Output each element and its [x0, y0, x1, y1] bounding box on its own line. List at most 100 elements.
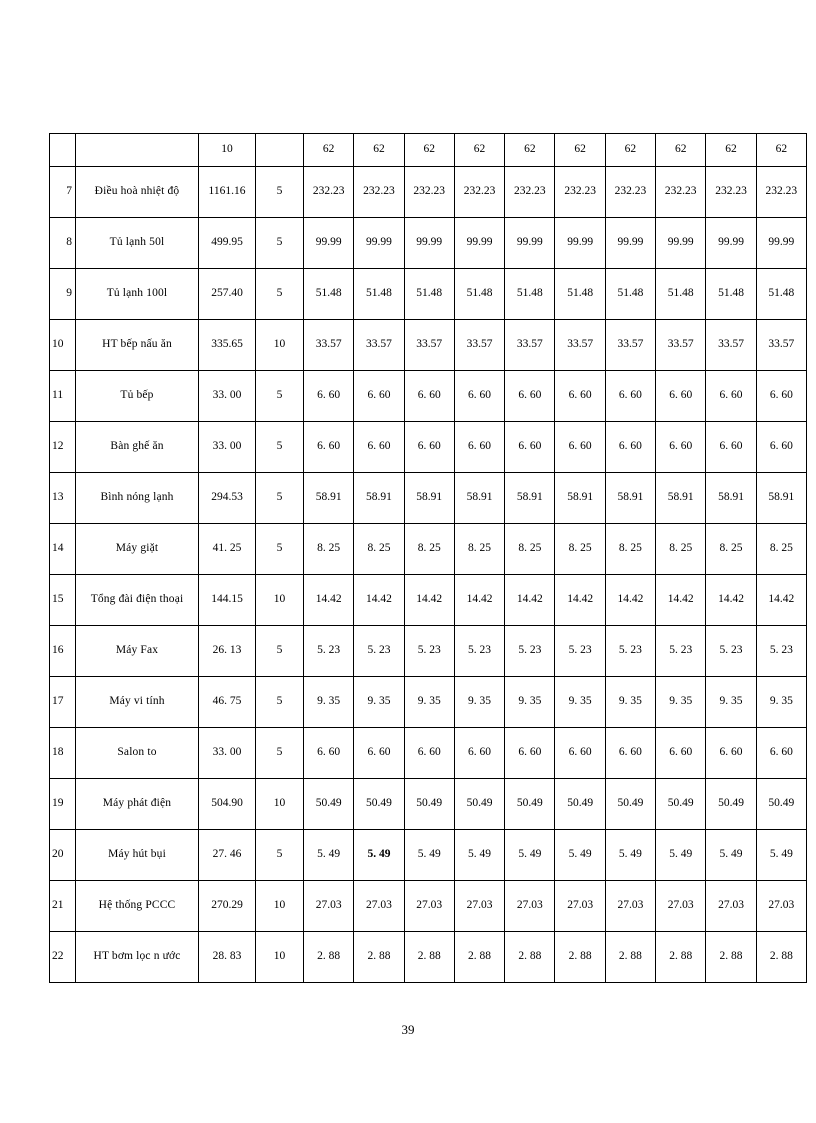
row-period-value-4: 50.49	[453, 778, 506, 830]
row-period-value-8: 8. 25	[655, 523, 707, 575]
row-index-cell: 7	[49, 166, 76, 218]
row-asset-name: Tủ lạnh 100l	[75, 268, 199, 320]
table-row: 16 Máy Fax 26. 13 5 5. 23 5. 23 5. 23 5. 23 5. 2…	[49, 625, 807, 677]
row-period-value-6: 58.91	[554, 472, 606, 524]
row-period-value-6: 232.23	[554, 166, 606, 218]
row-period-value-10: 9. 35	[755, 676, 807, 728]
row-period-value-7: 14.42	[604, 574, 657, 626]
row-period-value-2: 8. 25	[353, 523, 405, 575]
row-period-value-8: 58.91	[655, 472, 707, 524]
row-period-value-2: 51.48	[353, 268, 405, 320]
row-period-value-1: 6. 60	[302, 727, 355, 779]
row-period-value-9: 6. 60	[705, 727, 757, 779]
row-period-value-1: 99.99	[302, 217, 355, 269]
row-period-value-3: 99.99	[403, 217, 455, 269]
row-period-value-6: 50.49	[554, 778, 606, 830]
row-period-value-8: 9. 35	[655, 676, 707, 728]
row-period-value-9: 27.03	[705, 880, 757, 932]
row-period-value-4: 6. 60	[453, 421, 506, 473]
row-original-value: 33. 00	[198, 421, 256, 473]
row-index-cell: 17	[49, 676, 76, 728]
row-period-value-7: 232.23	[604, 166, 657, 218]
row-period-value-9: 6. 60	[705, 370, 757, 422]
row-period-value-6: 6. 60	[554, 421, 606, 473]
row-index-cell: 20	[49, 829, 76, 881]
row-index-cell: 9	[49, 268, 76, 320]
row-original-value: 504.90	[198, 778, 256, 830]
table-header-row: 10 62 62 62 62 62 62 62 62 62 62	[49, 133, 807, 167]
row-period-value-7: 6. 60	[604, 370, 657, 422]
row-period-value-6: 6. 60	[554, 727, 606, 779]
row-period-value-6: 8. 25	[554, 523, 606, 575]
row-asset-name: Máy phát điện	[75, 778, 199, 830]
row-period-value-1: 6. 60	[302, 421, 355, 473]
row-period-value-8: 6. 60	[655, 370, 707, 422]
row-period-value-5: 9. 35	[504, 676, 556, 728]
row-period-value-2: 99.99	[353, 217, 405, 269]
row-period-value-7: 8. 25	[604, 523, 657, 575]
row-period-value-5: 99.99	[504, 217, 556, 269]
row-asset-name: Máy giặt	[75, 523, 199, 575]
row-period-value-4: 5. 49	[453, 829, 506, 881]
row-period-value-5: 58.91	[504, 472, 556, 524]
row-period-value-10: 14.42	[755, 574, 807, 626]
row-period-value-5: 6. 60	[504, 727, 556, 779]
row-period-value-3: 5. 49	[403, 829, 455, 881]
table-row: 19 Máy phát điện 504.90 10 50.49 50.49 50.49 50…	[49, 778, 807, 830]
row-useful-life: 5	[255, 472, 304, 524]
row-period-value-8: 2. 88	[655, 931, 707, 983]
row-period-value-5: 50.49	[504, 778, 556, 830]
row-asset-name: Máy vi tính	[75, 676, 199, 728]
row-period-value-8: 6. 60	[655, 421, 707, 473]
row-period-value-5: 5. 49	[504, 829, 556, 881]
row-period-value-5: 33.57	[504, 319, 556, 371]
row-period-value-10: 6. 60	[755, 421, 807, 473]
row-original-value: 270.29	[198, 880, 256, 932]
row-period-value-4: 232.23	[453, 166, 506, 218]
row-useful-life: 5	[255, 625, 304, 677]
row-period-value-5: 6. 60	[504, 421, 556, 473]
row-period-value-3: 2. 88	[403, 931, 455, 983]
table-row: 22 HT bơm lọc n ước 28. 83 10 2. 88 2. 88 2. 8…	[49, 931, 807, 983]
row-period-value-3: 33.57	[403, 319, 455, 371]
row-period-value-3: 6. 60	[403, 370, 455, 422]
header-name-cell	[75, 133, 199, 167]
row-period-value-2: 6. 60	[353, 370, 405, 422]
row-period-value-10: 50.49	[755, 778, 807, 830]
row-period-value-5: 27.03	[504, 880, 556, 932]
row-period-value-1: 50.49	[302, 778, 355, 830]
row-period-value-3: 6. 60	[403, 727, 455, 779]
row-index-cell: 22	[49, 931, 76, 983]
row-period-value-8: 99.99	[655, 217, 707, 269]
table-row: 15 Tổng đài điện thoại 144.15 10 14.42 14.42 1…	[49, 574, 807, 626]
header-years-cell	[255, 133, 304, 167]
row-original-value: 1161.16	[198, 166, 256, 218]
header-data-cell-2: 62	[353, 133, 405, 167]
row-original-value: 41. 25	[198, 523, 256, 575]
row-period-value-5: 232.23	[504, 166, 556, 218]
row-useful-life: 10	[255, 319, 304, 371]
row-useful-life: 10	[255, 880, 304, 932]
page-number: 39	[401, 1022, 415, 1037]
row-period-value-1: 5. 23	[302, 625, 355, 677]
header-data-cell-1: 62	[302, 133, 355, 167]
row-index-cell: 8	[49, 217, 76, 269]
row-index-cell: 14	[49, 523, 76, 575]
row-period-value-1: 27.03	[302, 880, 355, 932]
row-period-value-10: 33.57	[755, 319, 807, 371]
row-period-value-1: 5. 49	[302, 829, 355, 881]
row-period-value-8: 14.42	[655, 574, 707, 626]
row-useful-life: 5	[255, 829, 304, 881]
row-period-value-9: 58.91	[705, 472, 757, 524]
row-period-value-7: 51.48	[604, 268, 657, 320]
header-data-cell-5: 62	[504, 133, 556, 167]
row-useful-life: 5	[255, 268, 304, 320]
header-data-cell-4: 62	[453, 133, 506, 167]
table-row: 20 Máy hút bụi 27. 46 5 5. 49 5. 49 5. 49 5. 49…	[49, 829, 807, 881]
row-period-value-9: 9. 35	[705, 676, 757, 728]
row-period-value-10: 8. 25	[755, 523, 807, 575]
row-period-value-6: 51.48	[554, 268, 606, 320]
row-period-value-6: 5. 49	[554, 829, 606, 881]
header-data-cell-10: 62	[755, 133, 807, 167]
